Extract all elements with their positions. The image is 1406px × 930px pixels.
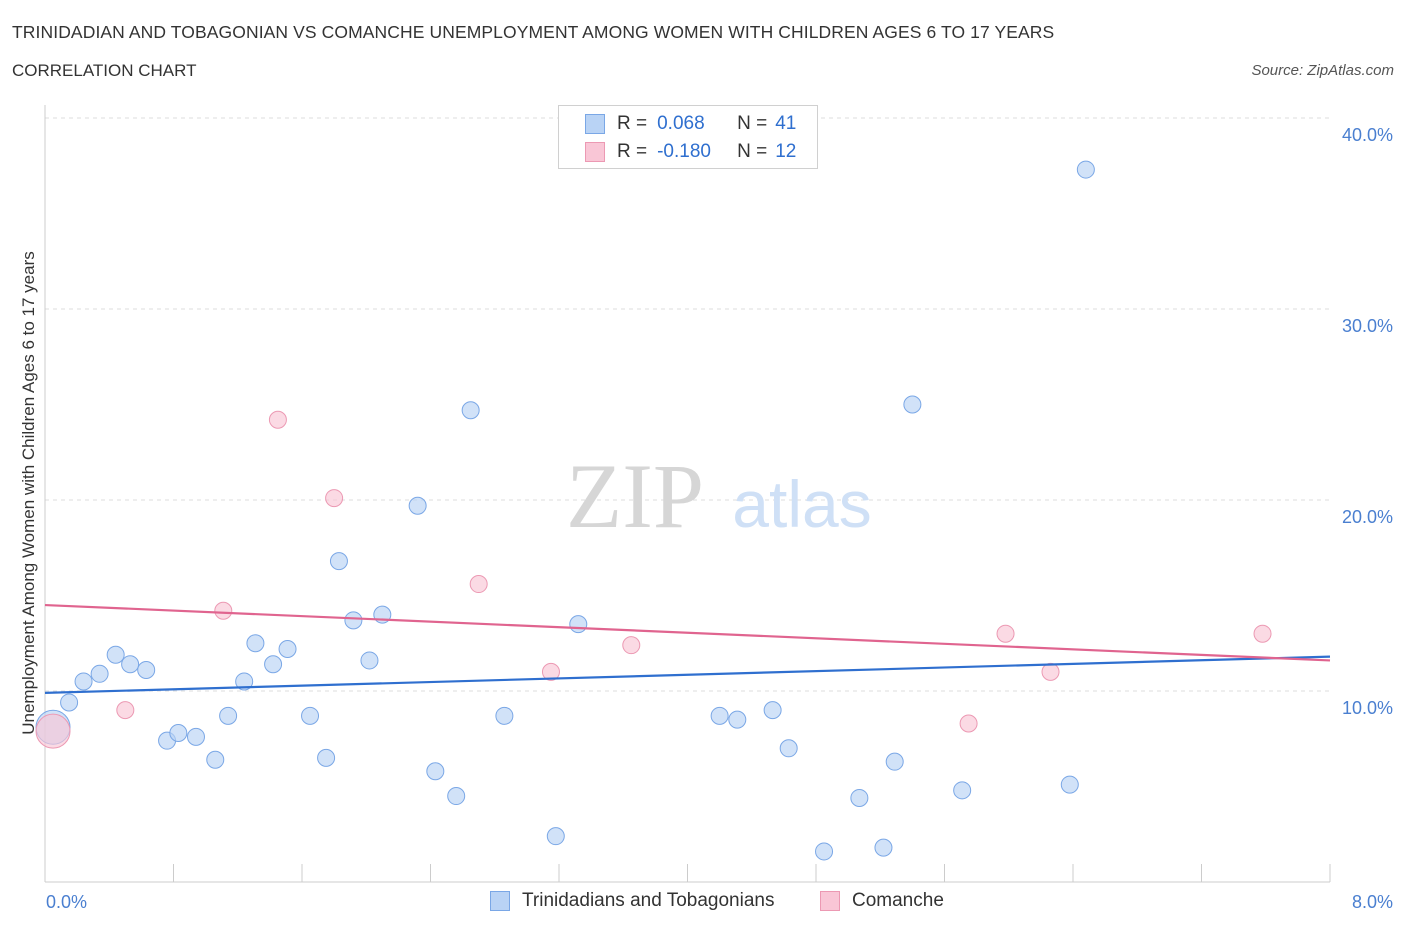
trinidadian-point: [1076, 160, 1095, 179]
trinidadian-point: [495, 706, 514, 725]
trinidadian-point: [264, 655, 283, 674]
trinidadian-point: [408, 496, 427, 515]
source-credit: Source: ZipAtlas.com: [1251, 62, 1394, 79]
trinidadian-point: [137, 660, 156, 679]
series-legend: Trinidadians and Tobagonians Comanche: [0, 890, 1406, 916]
watermark-zip: ZIP: [566, 445, 704, 547]
watermark: ZIP atlas: [566, 445, 872, 547]
legend-row-comanche: R = -0.180 N = 12: [585, 139, 796, 165]
trinidadian-point: [461, 401, 480, 420]
comanche-point: [1253, 624, 1272, 643]
n-value: 12: [775, 141, 797, 162]
trend-lines: [44, 603, 1331, 695]
comanche-point: [622, 636, 641, 655]
n-label: N =: [737, 141, 768, 162]
y-axis-label: Unemployment Among Women with Children A…: [19, 251, 38, 735]
trinidadian-point: [206, 750, 225, 769]
chart-title: TRINIDADIAN AND TOBAGONIAN VS COMANCHE U…: [12, 22, 1055, 42]
trinidadian-point: [344, 611, 363, 630]
chart-subtitle: CORRELATION CHART: [12, 61, 197, 80]
trinidadian-point: [278, 639, 297, 658]
comanche-point: [268, 410, 287, 429]
trinidadian-point: [169, 724, 188, 743]
legend-swatch-pink: [585, 142, 605, 162]
comanche-point: [325, 489, 344, 508]
trinidadian-point: [121, 655, 140, 674]
trinidadian-point: [953, 781, 972, 800]
trinidadian-point: [447, 787, 466, 806]
trinidadian-point: [219, 706, 238, 725]
x-tick-label: 8.0%: [1352, 892, 1393, 912]
r-value: -0.180: [657, 141, 711, 162]
axes: [44, 105, 1331, 883]
trinidadian-point: [235, 672, 254, 691]
comanche-point: [959, 714, 978, 733]
trinidadian-point: [728, 710, 747, 729]
legend-item-trinidadians: Trinidadians and Tobagonians: [490, 890, 774, 912]
trinidadian-point: [60, 693, 79, 712]
trinidadian-point: [106, 645, 125, 664]
legend-swatch-blue: [490, 891, 510, 911]
data-points: [35, 160, 1272, 861]
n-label: N =: [737, 113, 768, 134]
trinidadian-trend-line: [44, 655, 1331, 695]
trinidadian-point: [317, 748, 336, 767]
trinidadian-point: [301, 706, 320, 725]
comanche-point: [116, 701, 135, 720]
trinidadian-point: [885, 752, 904, 771]
trinidadian-point: [426, 762, 445, 781]
comanche-point: [35, 713, 71, 749]
legend-item-comanche: Comanche: [820, 890, 944, 912]
trinidadian-point: [815, 842, 834, 861]
legend-label: Comanche: [852, 890, 944, 911]
trinidadian-point: [360, 651, 379, 670]
watermark-atlas: atlas: [732, 467, 871, 541]
trinidadian-point: [1060, 775, 1079, 794]
trinidadian-point: [90, 664, 109, 683]
trinidadian-point: [246, 634, 265, 653]
y-tick-labels: 10.0% 20.0% 30.0% 40.0%: [1342, 125, 1393, 718]
x-tick-label: 0.0%: [46, 892, 87, 912]
legend-swatch-blue: [585, 114, 605, 134]
r-label: R =: [617, 141, 648, 162]
legend-label: Trinidadians and Tobagonians: [522, 890, 775, 911]
x-tick-labels: 0.0% 8.0%: [46, 892, 1393, 912]
comanche-point: [469, 575, 488, 594]
trinidadian-point: [74, 672, 93, 691]
comanche-trend-line: [44, 603, 1331, 662]
correlation-legend: R = 0.068 N = 41 R = -0.180 N = 12: [558, 105, 818, 169]
trinidadian-point: [546, 827, 565, 846]
trinidadian-point: [329, 552, 348, 571]
trinidadian-point: [569, 615, 588, 634]
trinidadian-point: [186, 727, 205, 746]
trinidadian-point: [710, 706, 729, 725]
y-tick-label: 20.0%: [1342, 507, 1393, 527]
trinidadian-point: [874, 838, 893, 857]
gridlines: [45, 117, 1330, 692]
legend-row-trinidadian: R = 0.068 N = 41: [585, 111, 796, 137]
comanche-point: [996, 624, 1015, 643]
comanche-point: [1041, 662, 1060, 681]
n-value: 41: [775, 113, 797, 134]
y-tick-label: 10.0%: [1342, 698, 1393, 718]
y-tick-label: 30.0%: [1342, 316, 1393, 336]
y-tick-label: 40.0%: [1342, 125, 1393, 145]
comanche-point: [541, 662, 560, 681]
trinidadian-point: [850, 788, 869, 807]
r-label: R =: [617, 113, 648, 134]
trinidadian-point: [763, 701, 782, 720]
r-value: 0.068: [657, 113, 705, 134]
trinidadian-point: [779, 739, 798, 758]
trinidadian-point: [903, 395, 922, 414]
legend-swatch-pink: [820, 891, 840, 911]
comanche-point: [214, 601, 233, 620]
